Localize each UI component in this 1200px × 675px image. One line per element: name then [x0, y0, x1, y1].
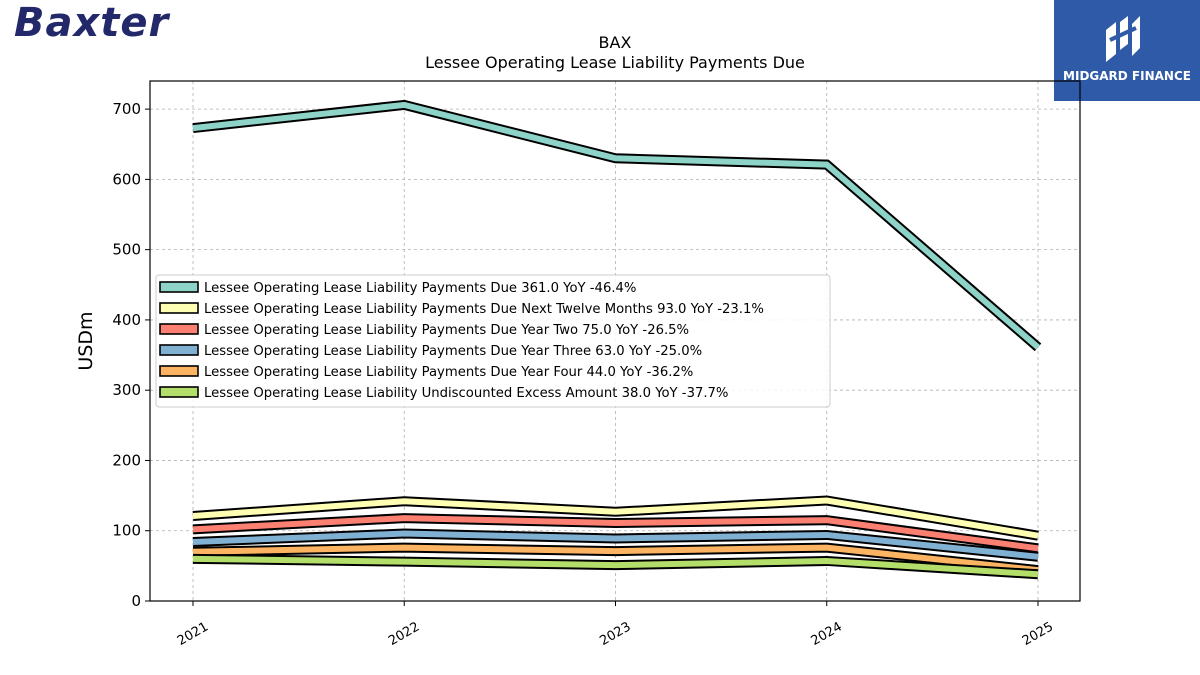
chart-title: BAX	[598, 33, 632, 52]
series-line-3	[192, 515, 1039, 552]
y-tick-label: 400	[112, 311, 141, 329]
legend-entry-2: Lessee Operating Lease Liability Payment…	[204, 302, 764, 317]
baxter-logo: Baxter	[8, 0, 208, 50]
y-axis-label: USDm	[75, 311, 97, 370]
x-tick-label: 2022	[386, 619, 422, 649]
midgard-logo-text: MIDGARD FINANCE	[1063, 69, 1191, 83]
series-line-1	[192, 101, 1040, 350]
y-tick-label: 500	[112, 241, 141, 259]
legend-swatch-1	[159, 281, 199, 293]
legend-entry-3: Lessee Operating Lease Liability Payment…	[204, 323, 689, 338]
legend-entry-4: Lessee Operating Lease Liability Payment…	[204, 344, 702, 359]
x-tick-label: 2021	[175, 619, 211, 649]
y-tick-label: 300	[112, 381, 141, 399]
x-tick-label: 2025	[1020, 619, 1056, 649]
series-line-4	[192, 530, 1039, 560]
legend-entry-6: Lessee Operating Lease Liability Undisco…	[204, 386, 728, 401]
chart-subtitle: Lessee Operating Lease Liability Payment…	[425, 53, 805, 72]
x-tick-label: 2024	[809, 619, 845, 649]
legend-entry-5: Lessee Operating Lease Liability Payment…	[204, 365, 693, 380]
legend-entry-1: Lessee Operating Lease Liability Payment…	[204, 281, 636, 296]
series-line-6	[192, 555, 1039, 578]
midgard-finance-logo: MIDGARD FINANCE	[1054, 0, 1200, 101]
y-tick-label: 0	[131, 592, 141, 610]
legend-box	[155, 274, 831, 408]
legend-swatch-4	[159, 344, 199, 356]
legend-swatch-6	[159, 386, 199, 398]
series-line-2	[192, 497, 1039, 539]
baxter-logo-text: Baxter	[14, 0, 170, 46]
y-tick-label: 100	[112, 522, 141, 540]
series-line-5	[192, 544, 1039, 574]
legend-swatch-2	[159, 302, 199, 314]
y-tick-label: 200	[112, 451, 141, 469]
y-tick-label: 600	[112, 170, 141, 188]
x-tick-label: 2023	[597, 619, 633, 649]
legend-swatch-3	[159, 323, 199, 335]
y-tick-label: 700	[112, 100, 141, 118]
legend-swatch-5	[159, 365, 199, 377]
midgard-mark-icon	[1106, 16, 1140, 62]
